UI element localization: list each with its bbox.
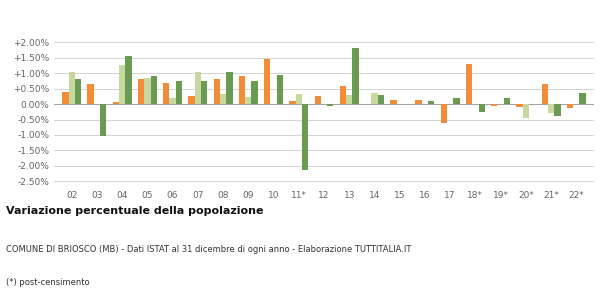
Bar [151, 76, 157, 104]
Bar [302, 104, 308, 170]
Bar [567, 104, 573, 108]
Bar [523, 104, 529, 118]
Bar [176, 81, 182, 104]
Bar [169, 98, 176, 104]
Bar [113, 103, 119, 104]
Bar [454, 98, 460, 104]
Text: COMUNE DI BRIOSCO (MB) - Dati ISTAT al 31 dicembre di ogni anno - Elaborazione T: COMUNE DI BRIOSCO (MB) - Dati ISTAT al 3… [6, 245, 412, 254]
Bar [542, 84, 548, 104]
Bar [296, 94, 302, 104]
Bar [194, 73, 201, 104]
Bar [548, 104, 554, 113]
Bar [491, 104, 497, 106]
Bar [125, 56, 131, 104]
Bar [188, 96, 194, 104]
Bar [245, 97, 251, 104]
Bar [264, 59, 271, 104]
Text: Variazione percentuale della popolazione: Variazione percentuale della popolazione [6, 206, 263, 217]
Bar [479, 104, 485, 112]
Bar [314, 96, 321, 104]
Bar [390, 100, 397, 104]
Bar [163, 83, 169, 104]
Bar [68, 72, 75, 104]
Bar [517, 104, 523, 106]
Bar [119, 65, 125, 104]
Bar [346, 95, 352, 104]
Text: (*) post-censimento: (*) post-censimento [6, 278, 89, 287]
Bar [504, 98, 510, 104]
Bar [466, 64, 472, 104]
Bar [554, 104, 560, 116]
Bar [144, 78, 151, 104]
Bar [75, 79, 81, 104]
Bar [251, 81, 258, 104]
Bar [100, 104, 106, 136]
Bar [201, 81, 207, 104]
Bar [277, 75, 283, 104]
Bar [289, 101, 296, 104]
Bar [62, 92, 68, 104]
Bar [226, 72, 233, 104]
Bar [138, 79, 144, 104]
Bar [88, 84, 94, 104]
Bar [415, 100, 422, 104]
Bar [220, 94, 226, 104]
Bar [428, 101, 434, 104]
Bar [441, 104, 447, 123]
Bar [327, 104, 334, 106]
Bar [214, 79, 220, 104]
Bar [352, 48, 359, 104]
Bar [371, 93, 377, 104]
Bar [340, 86, 346, 104]
Bar [580, 93, 586, 104]
Bar [377, 95, 384, 104]
Bar [239, 76, 245, 104]
